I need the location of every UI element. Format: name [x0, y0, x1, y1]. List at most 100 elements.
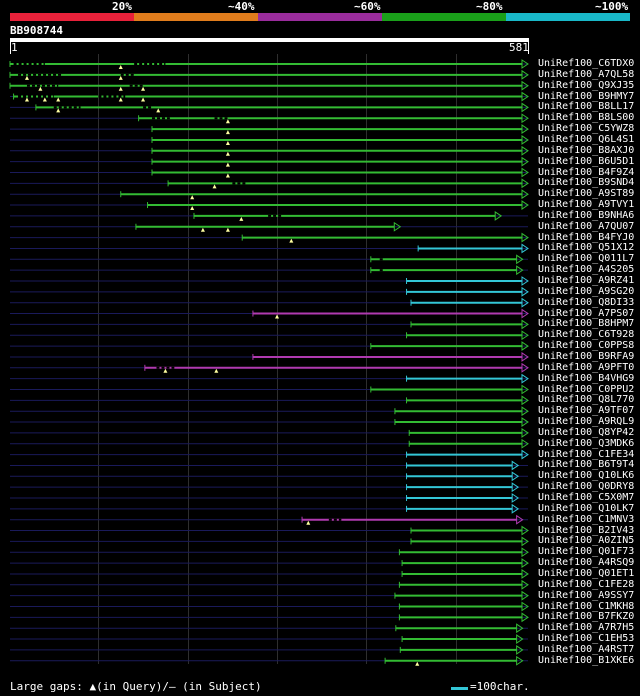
hit-arrow: [521, 395, 529, 406]
hit-arrow: [521, 373, 529, 384]
hit-label[interactable]: UniRef100_B4FYJ0: [538, 231, 635, 243]
scale-end-tick: [528, 42, 529, 54]
hit-label[interactable]: UniRef100_Q9XJ35: [538, 79, 635, 91]
grid-line: [188, 54, 189, 664]
hit-label[interactable]: UniRef100_A4RSQ9: [538, 557, 635, 569]
hit-label[interactable]: UniRef100_B9NHA6: [538, 209, 635, 221]
hit-label[interactable]: UniRef100_B1XKE6: [538, 654, 635, 666]
hit-label[interactable]: UniRef100_Q3MDK6: [538, 437, 635, 449]
hit-label[interactable]: UniRef100_Q10LK7: [538, 502, 635, 514]
footer-gap-legend: Large gaps: ▲(in Query)/– (in Subject): [10, 680, 262, 693]
hit-arrow: [516, 265, 524, 276]
hit-label[interactable]: UniRef100_Q8DI33: [538, 296, 635, 308]
hit-arrow: [521, 352, 529, 362]
scale-swatch: [451, 687, 468, 690]
hit-label[interactable]: UniRef100_C1MNV3: [538, 513, 635, 525]
gap-marker: [56, 108, 61, 113]
hit-label[interactable]: UniRef100_B8HPM7: [538, 318, 635, 330]
legend-swatch: [258, 13, 382, 21]
gap-marker: [24, 97, 29, 102]
hit-label[interactable]: UniRef100_A9PFT0: [538, 361, 635, 373]
hit-label[interactable]: UniRef100_C1MKH8: [538, 600, 635, 612]
legend-label: 20%: [112, 0, 132, 13]
hit-label[interactable]: UniRef100_C6T928: [538, 329, 635, 341]
gap-marker: [141, 86, 146, 91]
hit-label[interactable]: UniRef100_B4F9Z4: [538, 166, 635, 178]
hit-arrow: [516, 634, 524, 644]
gap-marker: [190, 195, 195, 200]
hit-label[interactable]: UniRef100_C0PPS8: [538, 340, 635, 352]
hit-arrow: [521, 449, 529, 460]
hit-arrow: [521, 200, 529, 210]
hit-label[interactable]: UniRef100_B8AXJ0: [538, 144, 635, 156]
gap-marker: [200, 227, 205, 232]
hit-label[interactable]: UniRef100_Q01ET1: [538, 567, 635, 579]
hit-label[interactable]: UniRef100_B9SND4: [538, 177, 635, 189]
hit-label[interactable]: UniRef100_C6TDX0: [538, 58, 635, 69]
hit-arrow: [521, 189, 529, 200]
hit-label[interactable]: UniRef100_B7FKZ0: [538, 611, 635, 623]
grid-line: [366, 54, 367, 664]
hit-label[interactable]: UniRef100_A4RST7: [538, 643, 635, 655]
hit-label[interactable]: UniRef100_A4S205: [538, 264, 635, 276]
gap-marker: [289, 238, 294, 243]
hit-label[interactable]: UniRef100_A9TVY1: [538, 199, 635, 211]
hit-label[interactable]: UniRef100_B6T9T4: [538, 459, 635, 471]
hit-label[interactable]: UniRef100_B9RFA9: [538, 350, 635, 362]
hit-arrow: [521, 536, 529, 547]
hit-label[interactable]: UniRef100_Q01F73: [538, 546, 635, 558]
gap-marker: [163, 368, 168, 373]
hit-arrow: [521, 178, 529, 189]
hit-label[interactable]: UniRef100_Q10LK6: [538, 470, 635, 482]
hit-arrow: [393, 221, 402, 232]
hit-label[interactable]: UniRef100_B8LL17: [538, 101, 635, 113]
hit-arrow: [521, 232, 529, 243]
hit-label[interactable]: UniRef100_A7QU07: [538, 220, 635, 232]
hit-label[interactable]: UniRef100_C1EH53: [538, 633, 635, 645]
gap-marker: [156, 108, 161, 113]
hit-label[interactable]: UniRef100_A7PS07: [538, 307, 635, 319]
gap-marker: [225, 162, 230, 167]
hit-arrow: [521, 330, 529, 341]
hit-label[interactable]: UniRef100_A0ZIN5: [538, 535, 635, 547]
hit-label[interactable]: UniRef100_C1FE34: [538, 448, 635, 460]
hit-label[interactable]: UniRef100_B9HMY7: [538, 90, 635, 102]
query-bar: [10, 38, 529, 42]
hit-label[interactable]: UniRef100_A9TF07: [538, 405, 635, 417]
hit-arrow: [516, 623, 524, 634]
hit-label[interactable]: UniRef100_Q6L4S1: [538, 133, 635, 145]
gap-marker: [24, 75, 29, 80]
hit-label[interactable]: UniRef100_B6U5D1: [538, 155, 635, 167]
hit-label[interactable]: UniRef100_A7QL58: [538, 68, 635, 80]
gap-marker: [118, 86, 123, 91]
hit-label[interactable]: UniRef100_Q0DRY8: [538, 481, 635, 493]
hit-label[interactable]: UniRef100_C5YWZ8: [538, 123, 635, 135]
hit-label[interactable]: UniRef100_A7R7H5: [538, 622, 635, 634]
hit-label[interactable]: UniRef100_A9SSY7: [538, 589, 635, 601]
hit-arrow: [521, 167, 529, 178]
hit-label[interactable]: UniRef100_Q51X12: [538, 242, 635, 254]
hit-arrow: [521, 384, 529, 395]
hit-label[interactable]: UniRef100_B8LS00: [538, 112, 635, 124]
hit-arrow: [521, 124, 529, 135]
hit-arrow: [521, 417, 529, 427]
hit-label[interactable]: UniRef100_C1FE28: [538, 578, 635, 590]
legend-swatch: [10, 13, 134, 21]
hit-label[interactable]: UniRef100_Q011L7: [538, 253, 635, 265]
hit-label[interactable]: UniRef100_C0PPU2: [538, 383, 635, 395]
hit-label[interactable]: UniRef100_Q8YP42: [538, 426, 635, 438]
hit-arrow: [521, 80, 529, 91]
hit-arrow: [521, 319, 529, 330]
hit-label[interactable]: UniRef100_Q8L770: [538, 394, 635, 406]
hit-label[interactable]: UniRef100_B4VHG9: [538, 372, 635, 384]
hit-label[interactable]: UniRef100_B2IV43: [538, 524, 635, 536]
hit-label[interactable]: UniRef100_A9SG20: [538, 285, 635, 297]
hit-arrow: [521, 308, 529, 319]
hit-arrow: [511, 503, 520, 514]
legend-label: ~80%: [476, 0, 503, 13]
hit-label[interactable]: UniRef100_A9ST89: [538, 188, 635, 200]
hit-label[interactable]: UniRef100_A9RQL9: [538, 416, 635, 428]
hit-label[interactable]: UniRef100_C5X0M7: [538, 492, 635, 503]
hit-label[interactable]: UniRef100_A9RZ41: [538, 275, 635, 286]
gap-marker: [306, 520, 311, 525]
